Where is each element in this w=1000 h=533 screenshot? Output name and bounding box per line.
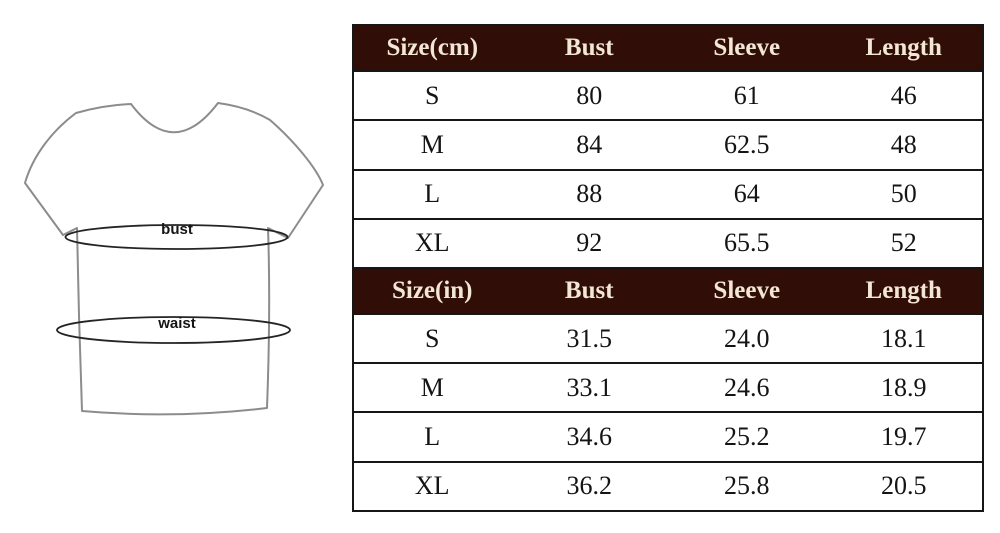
header-sleeve-in: Sleeve <box>668 266 826 316</box>
cell-sleeve: 64 <box>668 168 826 220</box>
cell-size: M <box>352 119 511 171</box>
bust-measure-ellipse <box>64 224 289 250</box>
waist-label: waist <box>157 315 196 332</box>
cell-size: XL <box>352 217 511 269</box>
waist-measure-ellipse <box>56 316 291 344</box>
cell-sleeve: 65.5 <box>668 217 826 269</box>
table-row-cm-l: L 88 64 50 <box>352 168 984 220</box>
cell-bust: 88 <box>510 168 668 220</box>
table-row-cm-xl: XL 92 65.5 52 <box>352 217 984 269</box>
cell-length: 20.5 <box>825 460 984 513</box>
cell-length: 50 <box>825 168 984 220</box>
cell-size: M <box>352 362 511 414</box>
cell-sleeve: 24.6 <box>668 362 826 414</box>
header-size-in: Size(in) <box>352 266 511 316</box>
header-length-cm: Length <box>825 23 984 73</box>
cell-length: 48 <box>825 119 984 171</box>
cell-sleeve: 61 <box>668 70 826 122</box>
size-table: Size(cm) Bust Sleeve Length S 80 61 46 M… <box>352 23 984 513</box>
table-row-cm-s: S 80 61 46 <box>352 70 984 122</box>
cell-length: 52 <box>825 217 984 269</box>
header-size-cm: Size(cm) <box>352 23 511 73</box>
cell-sleeve: 25.2 <box>668 411 826 463</box>
cell-bust: 80 <box>510 70 668 122</box>
cell-sleeve: 25.8 <box>668 460 826 513</box>
table-row-cm-m: M 84 62.5 48 <box>352 119 984 171</box>
tshirt-outline-shape <box>24 102 324 416</box>
table-row-in-xl: XL 36.2 25.8 20.5 <box>352 460 984 513</box>
table-row-in-s: S 31.5 24.0 18.1 <box>352 313 984 365</box>
cell-sleeve: 24.0 <box>668 313 826 365</box>
cell-bust: 33.1 <box>510 362 668 414</box>
cell-size: L <box>352 168 511 220</box>
table-row-in-m: M 33.1 24.6 18.9 <box>352 362 984 414</box>
header-bust-in: Bust <box>510 266 668 316</box>
cell-length: 19.7 <box>825 411 984 463</box>
table-row-in-l: L 34.6 25.2 19.7 <box>352 411 984 463</box>
cell-size: L <box>352 411 511 463</box>
bust-label: bust <box>161 221 193 238</box>
cell-length: 18.9 <box>825 362 984 414</box>
cell-bust: 36.2 <box>510 460 668 513</box>
cell-bust: 92 <box>510 217 668 269</box>
header-bust-cm: Bust <box>510 23 668 73</box>
cell-bust: 31.5 <box>510 313 668 365</box>
cell-size: S <box>352 70 511 122</box>
size-cm-header-row: Size(cm) Bust Sleeve Length <box>352 23 984 73</box>
tshirt-diagram: bust waist <box>8 85 340 435</box>
cell-bust: 84 <box>510 119 668 171</box>
cell-size: S <box>352 313 511 365</box>
header-sleeve-cm: Sleeve <box>668 23 826 73</box>
cell-bust: 34.6 <box>510 411 668 463</box>
size-in-header-row: Size(in) Bust Sleeve Length <box>352 266 984 316</box>
cell-size: XL <box>352 460 511 513</box>
cell-sleeve: 62.5 <box>668 119 826 171</box>
cell-length: 46 <box>825 70 984 122</box>
header-length-in: Length <box>825 266 984 316</box>
cell-length: 18.1 <box>825 313 984 365</box>
